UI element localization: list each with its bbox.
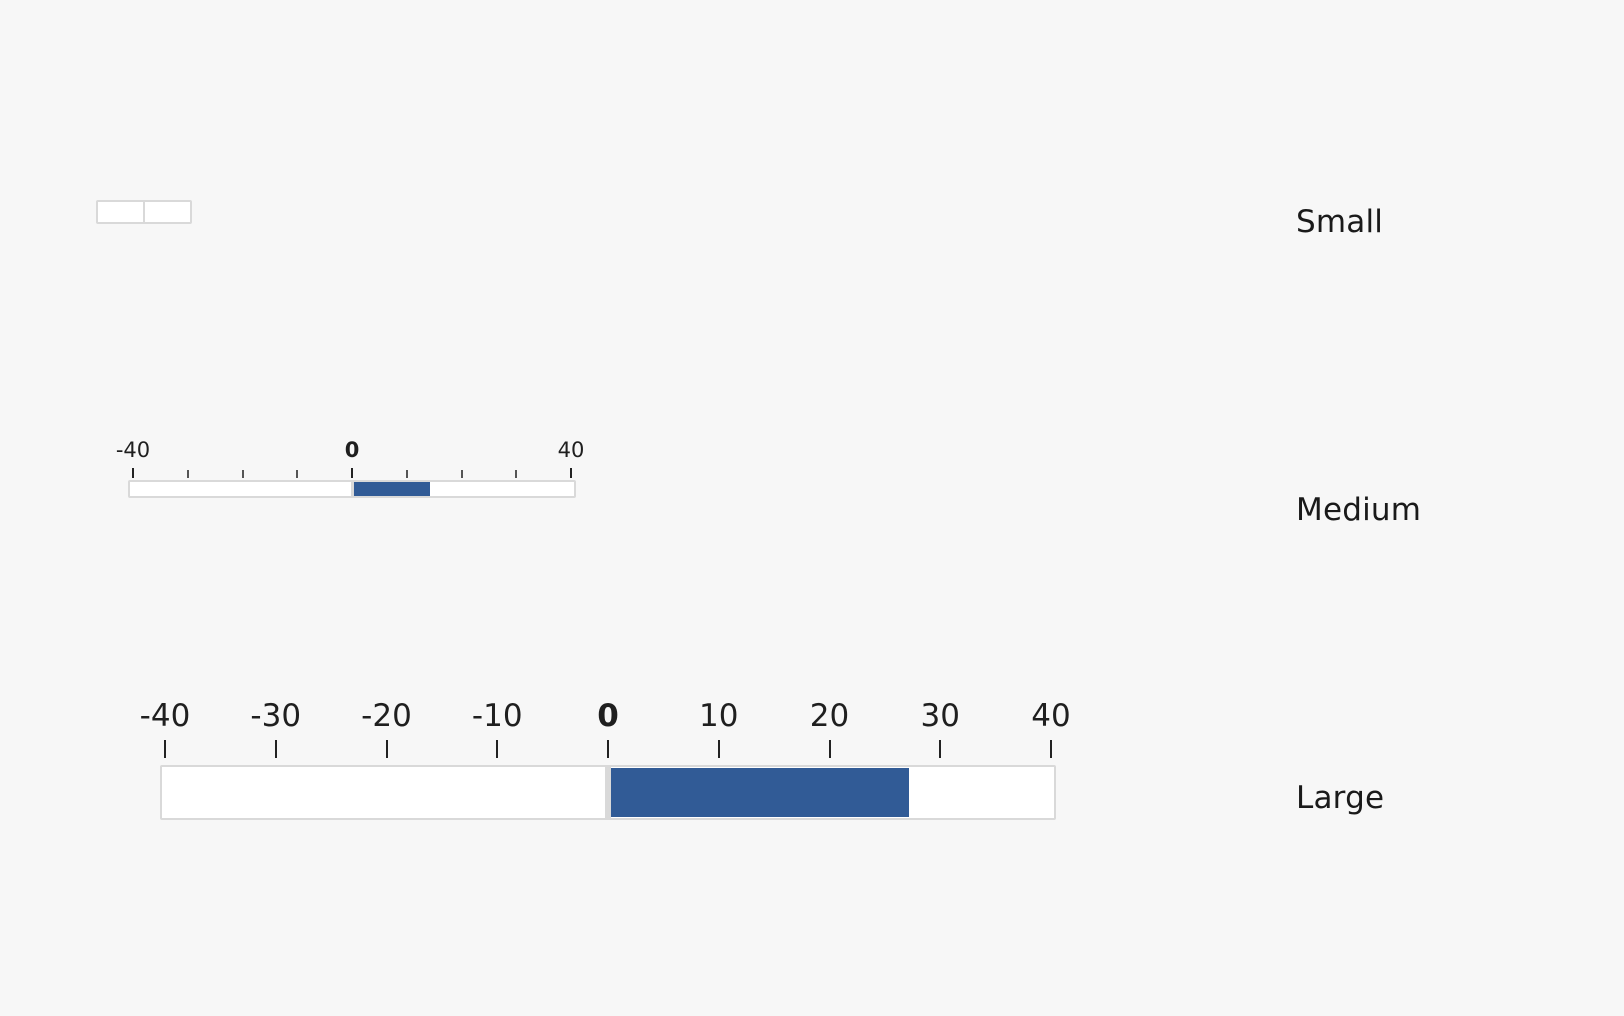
value-fill-bar bbox=[611, 768, 910, 817]
medium-size-label: Medium bbox=[1296, 492, 1422, 528]
axis-tick bbox=[515, 470, 518, 478]
axis-tick-label: 40 bbox=[557, 438, 585, 462]
axis-tick bbox=[828, 740, 831, 758]
zero-divider bbox=[143, 202, 145, 222]
axis-tick-label: 30 bbox=[920, 698, 960, 734]
axis-tick bbox=[1050, 740, 1052, 758]
axis-tick bbox=[460, 470, 463, 478]
small-size-label: Small bbox=[1296, 204, 1384, 240]
gauge-track bbox=[128, 480, 576, 498]
axis-tick bbox=[607, 740, 609, 758]
axis-tick bbox=[186, 470, 189, 478]
axis-tick-label: -30 bbox=[250, 698, 302, 734]
zero-divider bbox=[350, 482, 354, 496]
axis-tick-label: 40 bbox=[1031, 698, 1071, 734]
axis-tick bbox=[164, 740, 166, 758]
axis-tick-label: 0 bbox=[597, 698, 619, 734]
axis-tick-label: 0 bbox=[344, 438, 360, 462]
axis-tick bbox=[405, 470, 408, 478]
axis-tick bbox=[717, 740, 720, 758]
axis-tick bbox=[296, 470, 299, 478]
axis-tick bbox=[496, 740, 499, 758]
axis-tick bbox=[132, 468, 134, 478]
zero-divider bbox=[605, 767, 611, 818]
large-gauge: -40 -30 -20 -10 0 10 20 30 40 bbox=[139, 698, 1071, 828]
axis-tick bbox=[939, 740, 942, 758]
value-fill-bar bbox=[353, 482, 430, 496]
gauge-track bbox=[96, 200, 192, 224]
axis-tick bbox=[241, 470, 244, 478]
axis-tick-label: -40 bbox=[139, 698, 191, 734]
large-size-label: Large bbox=[1296, 780, 1385, 816]
axis-tick-label: -20 bbox=[361, 698, 412, 734]
axis-tick-label: -10 bbox=[471, 698, 523, 734]
axis-tick-label: 20 bbox=[809, 698, 850, 734]
small-gauge bbox=[96, 200, 192, 230]
axis-tick-label: -40 bbox=[115, 438, 151, 462]
gauge-track bbox=[160, 765, 1056, 820]
axis-tick bbox=[385, 740, 388, 758]
axis-tick bbox=[351, 468, 353, 478]
axis-tick-label: 10 bbox=[699, 698, 739, 734]
medium-gauge: -40 0 40 bbox=[116, 438, 584, 502]
axis-tick bbox=[274, 740, 277, 758]
axis-tick bbox=[570, 468, 572, 478]
